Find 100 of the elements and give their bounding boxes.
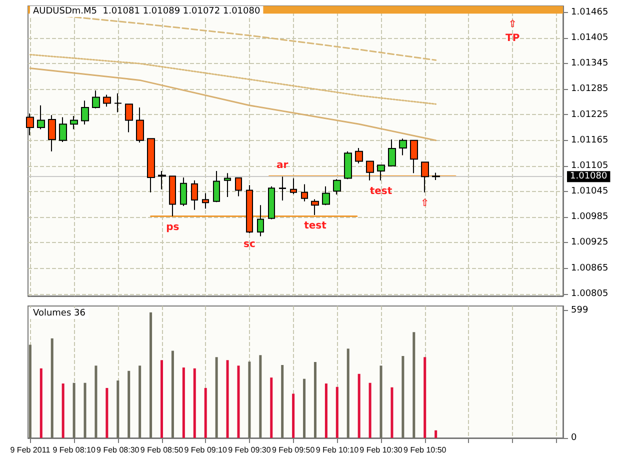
y-tick-label: 1.01165: [571, 135, 608, 146]
candlestick: [92, 90, 100, 109]
y-tick-label: 0: [571, 433, 577, 443]
candlestick: [81, 100, 89, 126]
bar: [40, 368, 42, 438]
candlestick: [136, 107, 144, 143]
bar: [50, 338, 54, 438]
annotation: TP: [505, 33, 520, 44]
candlestick: [213, 170, 220, 203]
ref-line-label: 1.01080: [570, 172, 608, 182]
candlestick: [158, 170, 166, 190]
y-tick-label: 1.01225: [571, 110, 608, 120]
chart-title: AUDUSDm.M5 1.01081 1.01089 1.01072 1.01080: [33, 6, 260, 16]
candlestick: [59, 116, 67, 143]
bar: [292, 394, 295, 438]
bar: [94, 366, 98, 438]
bar: [259, 355, 262, 438]
candlestick: [410, 140, 418, 174]
bar: [138, 366, 142, 438]
bar: [281, 364, 284, 438]
y-tick-label: 1.01285: [571, 84, 608, 94]
bar: [150, 312, 152, 438]
y-tick-label: 1.01405: [571, 32, 608, 43]
bar: [116, 380, 120, 438]
bar: [128, 370, 130, 438]
candlestick: [114, 92, 122, 113]
candlestick: [202, 192, 209, 210]
bar: [62, 383, 64, 438]
bar: [106, 388, 108, 438]
bar: [270, 378, 273, 438]
annotation: ⇧: [420, 198, 430, 209]
bar: [336, 386, 338, 438]
y-tick-label: 1.00805: [571, 288, 608, 299]
candlestick: [344, 150, 352, 180]
candlestick: [103, 94, 111, 108]
bar: [193, 368, 196, 438]
x-tick-label: 9 Feb 09:30: [228, 446, 272, 454]
candlestick: [235, 176, 242, 197]
annotation: ps: [166, 222, 180, 233]
x-tick-label: 9 Feb 10:50: [404, 446, 447, 454]
bar: [215, 357, 218, 438]
bar: [237, 366, 240, 438]
candlestick: [268, 186, 275, 220]
x-tick-label: 9 Feb 09:10: [184, 446, 228, 454]
annotation: test: [304, 220, 327, 232]
candlestick: [169, 176, 176, 217]
candlestick: [191, 180, 198, 210]
x-tick-label: 9 Feb 10:10: [316, 446, 360, 454]
bar: [226, 360, 229, 438]
candlestick: [388, 138, 396, 166]
bar: [28, 344, 32, 438]
y-tick-label: 599: [571, 305, 588, 316]
x-tick-label: 9 Feb 09:50: [272, 446, 316, 454]
bar: [160, 360, 163, 438]
candlestick: [355, 148, 363, 164]
candlestick: [279, 176, 286, 201]
candlestick: [37, 104, 45, 130]
bar: [412, 332, 416, 438]
candlestick: [377, 164, 385, 181]
bar: [84, 382, 86, 438]
candlestick: [322, 186, 330, 206]
candlestick: [246, 184, 253, 234]
y-tick-label: 1.00865: [571, 263, 608, 274]
y-tick-label: 1.01105: [571, 160, 608, 171]
candlestick: [26, 112, 34, 136]
candlestick: [432, 172, 440, 180]
candlestick: [301, 184, 308, 202]
bar: [390, 387, 394, 438]
x-tick-label: 9 Feb 08:10: [52, 446, 96, 454]
y-tick-label: 1.01465: [571, 7, 608, 18]
y-tick-label: 1.01345: [571, 58, 608, 69]
bar: [368, 382, 372, 438]
x-tick-label: 9 Feb 08:30: [96, 446, 140, 454]
x-tick-label: 9 Feb 08:50: [140, 446, 184, 454]
candlestick: [70, 116, 78, 130]
bar: [402, 356, 404, 438]
bar: [248, 362, 251, 438]
y-tick-label: 1.01045: [571, 186, 608, 197]
bar: [346, 348, 350, 438]
x-tick-label: 9 Feb 2011: [10, 446, 51, 454]
bar: [182, 368, 185, 438]
candlestick: [48, 114, 56, 152]
bar: [358, 374, 360, 438]
bar: [434, 430, 438, 438]
bar: [424, 357, 426, 438]
line-series: [29, 54, 437, 105]
line-series: [29, 12, 437, 61]
candlestick: [311, 198, 319, 216]
y-tick-label: 1.00925: [571, 238, 608, 248]
candlestick: [421, 162, 429, 193]
annotation: sc: [244, 238, 256, 250]
candlestick: [366, 160, 374, 181]
candlestick: [125, 104, 133, 133]
chart-title: Volumes 36: [33, 308, 86, 318]
bar: [380, 366, 382, 438]
annotation: ⇧: [508, 19, 517, 30]
candlestick: [290, 178, 297, 195]
bar: [314, 362, 316, 438]
y-tick-label: 1.00985: [571, 212, 608, 222]
annotation: test: [370, 186, 392, 197]
